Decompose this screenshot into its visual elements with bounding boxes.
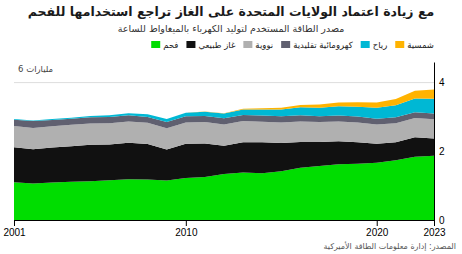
legend-swatch bbox=[243, 41, 252, 48]
legend-label: شمسية bbox=[407, 40, 434, 50]
x-axis-line bbox=[15, 221, 435, 227]
x-tick-mark bbox=[14, 220, 15, 226]
legend-swatch bbox=[281, 41, 290, 48]
area bbox=[14, 98, 434, 122]
legend-item: كهرومائية تقليدية bbox=[281, 40, 353, 50]
legend-item: نووية bbox=[243, 40, 273, 50]
x-tick-label: 2020 bbox=[366, 227, 389, 238]
title: مع زيادة اعتماد الولايات المتحدة على الغ… bbox=[28, 4, 434, 19]
plot: 2001 2010 2020 20230 2 4 6 مليارات bbox=[3, 63, 446, 239]
legend-label: نووية bbox=[255, 40, 273, 50]
x-tick-mark bbox=[377, 220, 378, 226]
y-tick: 2 bbox=[434, 146, 445, 157]
areas bbox=[14, 89, 434, 220]
legend-swatch bbox=[361, 41, 370, 48]
x-tick-label: 2023 bbox=[423, 227, 446, 238]
x-tick: 2001 bbox=[3, 220, 26, 238]
legend-label: رياح bbox=[373, 40, 388, 50]
legend: فحم غاز طبيعي نووية كهرومائية تقليدية رياح شم… bbox=[151, 40, 434, 51]
x-tick: 2010 bbox=[175, 220, 198, 238]
legend-item: غاز طبيعي bbox=[186, 40, 235, 50]
x-tick-label: 2010 bbox=[175, 227, 198, 238]
y-axis: 0 2 4 bbox=[434, 63, 445, 226]
x-tick-mark bbox=[186, 220, 187, 226]
source: المصدر: إدارة معلومات الطاقة الأميركية bbox=[323, 241, 456, 252]
x-axis: 2001 2010 2020 2023 bbox=[3, 220, 446, 238]
legend-item: فحم bbox=[151, 40, 178, 51]
y-tick-label: 4 bbox=[439, 77, 445, 88]
legend-swatch bbox=[151, 41, 160, 48]
legend-swatch bbox=[186, 41, 195, 48]
legend-label: كهرومائية تقليدية bbox=[293, 40, 353, 50]
y-tick: 4 bbox=[434, 77, 445, 88]
subtitle: مصدر الطاقة المستخدم لتوليد الكهرباء بال… bbox=[118, 23, 345, 34]
y-tick: 0 bbox=[434, 215, 445, 226]
x-tick-mark bbox=[434, 220, 435, 226]
legend-label: غاز طبيعي bbox=[198, 40, 235, 50]
y-axis-line bbox=[434, 63, 435, 221]
grid-line bbox=[14, 82, 434, 83]
y-tick-label: 0 bbox=[439, 215, 445, 226]
grid bbox=[14, 83, 434, 220]
x-tick-label: 2001 bbox=[3, 227, 26, 238]
area bbox=[14, 89, 434, 120]
y-label: 6 مليارات bbox=[18, 64, 53, 74]
legend-item: شمسية bbox=[395, 40, 434, 50]
x-tick: 2020 bbox=[366, 220, 389, 238]
legend-swatch bbox=[395, 41, 404, 48]
legend-label: فحم bbox=[163, 40, 178, 51]
legend-item: رياح bbox=[361, 40, 388, 50]
chart: مع زيادة اعتماد الولايات المتحدة على الغ… bbox=[0, 0, 462, 254]
y-tick-label: 2 bbox=[439, 146, 445, 157]
